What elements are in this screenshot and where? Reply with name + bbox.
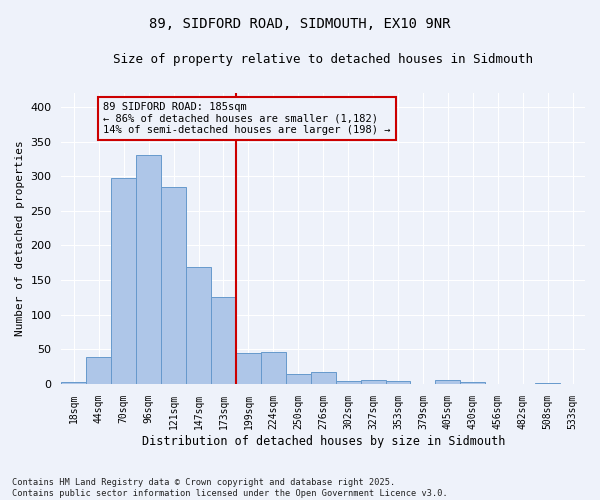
Bar [86,357,111,384]
Text: Contains HM Land Registry data © Crown copyright and database right 2025.
Contai: Contains HM Land Registry data © Crown c… [12,478,448,498]
Bar [436,380,460,384]
Bar [286,374,311,384]
Text: 89, SIDFORD ROAD, SIDMOUTH, EX10 9NR: 89, SIDFORD ROAD, SIDMOUTH, EX10 9NR [149,18,451,32]
Bar [61,382,86,384]
Bar [161,188,186,384]
Bar [186,267,211,384]
Bar [236,354,261,384]
Bar [136,156,161,384]
Title: Size of property relative to detached houses in Sidmouth: Size of property relative to detached ho… [113,52,533,66]
Text: 89 SIDFORD ROAD: 185sqm
← 86% of detached houses are smaller (1,182)
14% of semi: 89 SIDFORD ROAD: 185sqm ← 86% of detache… [103,102,391,135]
Bar [111,178,136,384]
Bar [335,381,361,384]
Bar [311,372,335,384]
Bar [535,382,560,384]
X-axis label: Distribution of detached houses by size in Sidmouth: Distribution of detached houses by size … [142,434,505,448]
Bar [460,382,485,384]
Bar [361,380,386,384]
Bar [211,298,236,384]
Bar [261,352,286,384]
Bar [386,380,410,384]
Y-axis label: Number of detached properties: Number of detached properties [15,140,25,336]
